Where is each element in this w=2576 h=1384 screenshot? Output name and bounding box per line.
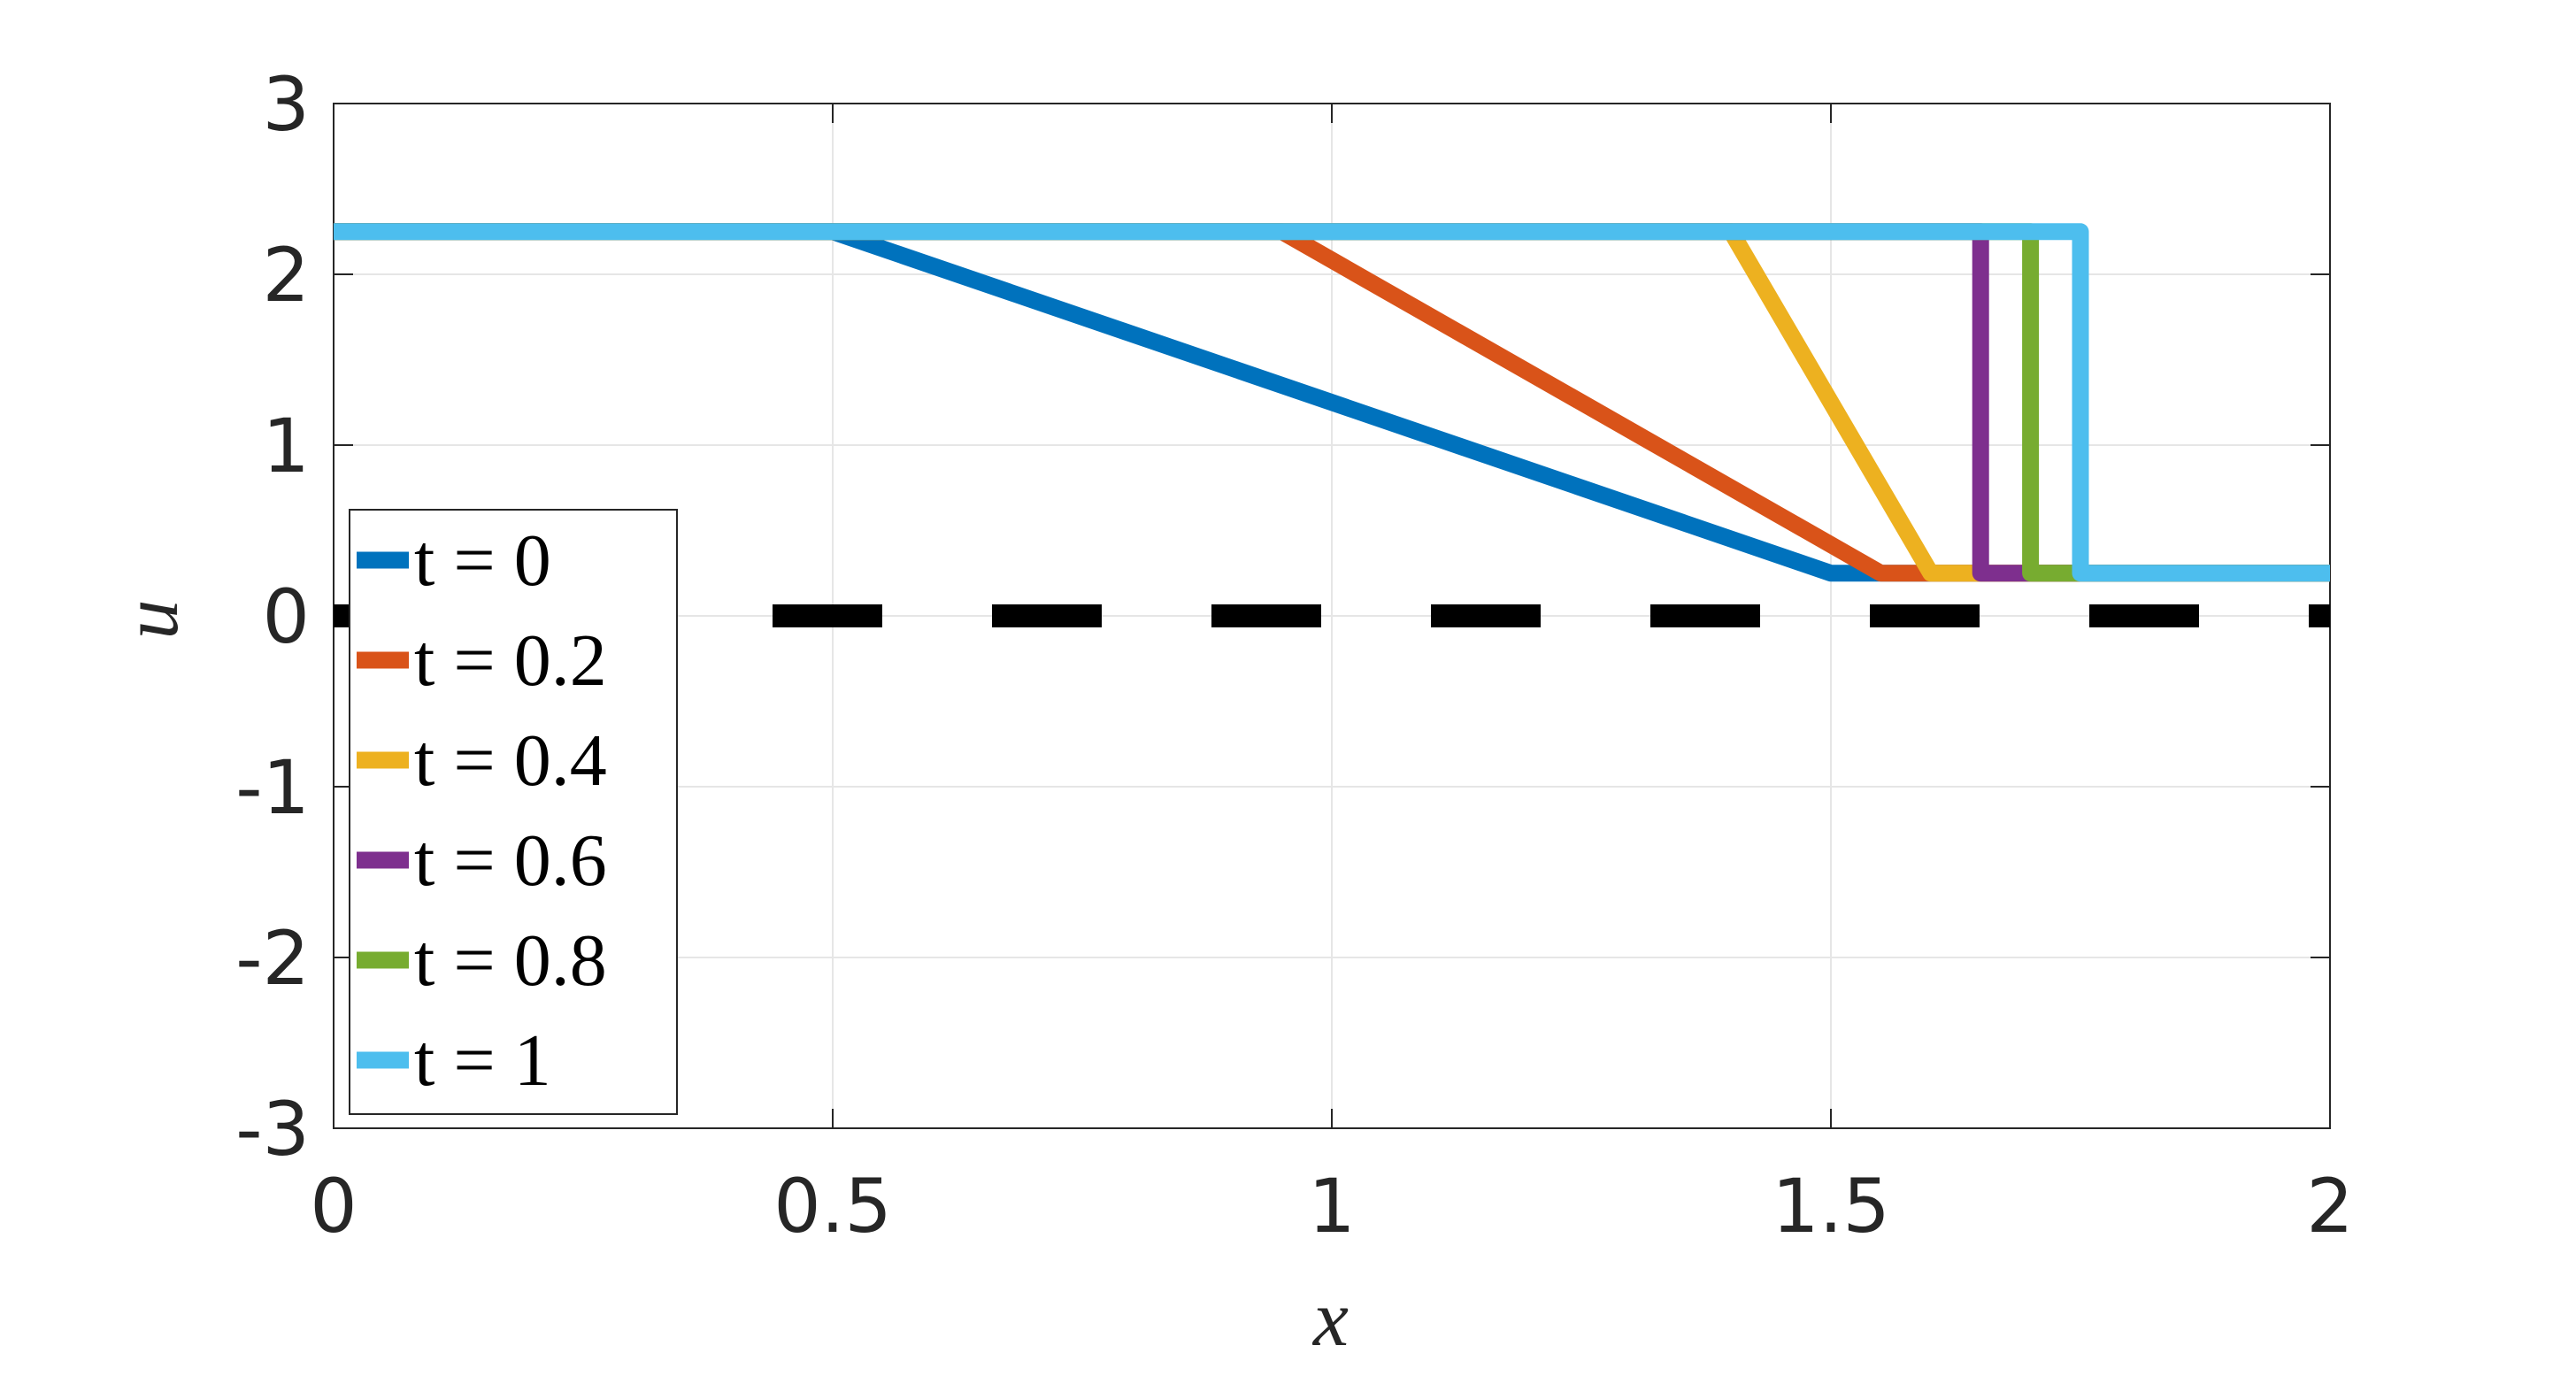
y-tick-label: 2	[263, 232, 310, 319]
legend-label: t = 1	[414, 1019, 551, 1102]
y-axis-label: u	[107, 600, 195, 640]
line-series	[334, 223, 2330, 582]
legend-box	[349, 509, 678, 1115]
x-tick-label: 2	[2306, 1163, 2353, 1249]
y-tick-label: 1	[263, 403, 310, 489]
y-tick-label: -1	[235, 744, 310, 831]
legend-label: t = 0	[414, 519, 551, 602]
x-axis-label: x	[1311, 1275, 1349, 1363]
x-tick-label: 1.5	[1772, 1163, 1890, 1249]
y-tick-label: -2	[235, 915, 310, 1002]
y-tick-label: -3	[235, 1086, 310, 1173]
legend-label: t = 0.4	[414, 719, 607, 802]
legend-label: t = 0.6	[414, 819, 607, 902]
legend-label: t = 0.8	[414, 919, 607, 1002]
y-tick-label: 3	[263, 61, 310, 148]
x-tick-label: 0.5	[773, 1163, 892, 1249]
legend-label: t = 0.2	[414, 619, 607, 702]
x-tick-label: 1	[1308, 1163, 1355, 1249]
x-tick-label: 0	[310, 1163, 357, 1249]
y-tick-label: 0	[263, 573, 310, 660]
